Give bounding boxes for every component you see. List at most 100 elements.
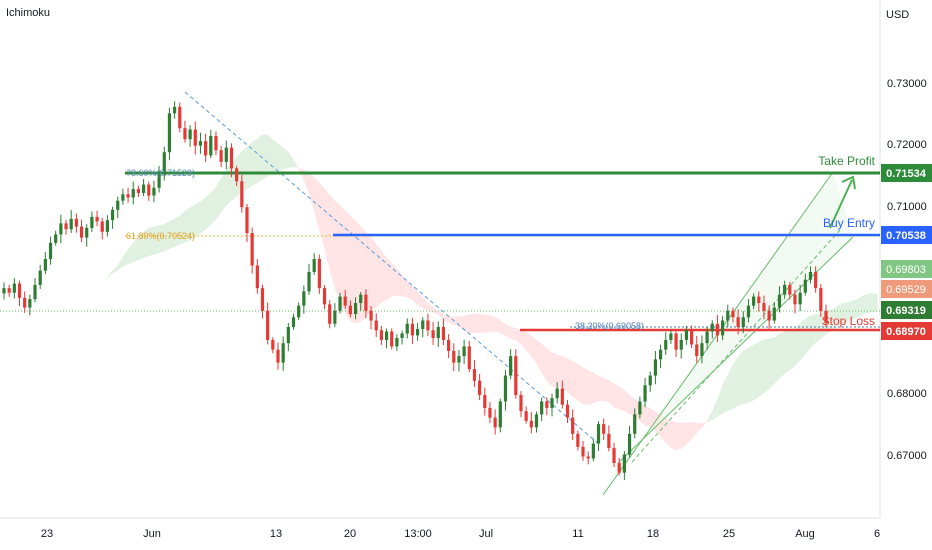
candle-body xyxy=(188,129,192,140)
x-tick-label: 20 xyxy=(344,528,356,540)
candle-body xyxy=(757,296,761,304)
candle-body xyxy=(260,288,265,311)
cloud-segment xyxy=(681,422,687,449)
cloud-segment xyxy=(153,225,160,255)
cloud-segment xyxy=(288,151,294,168)
cloud-segment xyxy=(76,293,82,295)
candle-body xyxy=(462,346,466,357)
candle-body xyxy=(405,323,409,334)
cloud-segment xyxy=(707,410,713,423)
cloud-segment xyxy=(190,204,196,241)
cloud-segment xyxy=(841,302,847,324)
candle-body xyxy=(421,320,425,329)
candle-body xyxy=(715,323,720,336)
candle-body xyxy=(266,310,270,340)
candle-body xyxy=(700,343,704,357)
cloud-segment xyxy=(195,201,201,237)
candle-body xyxy=(431,330,435,338)
cloud-segment xyxy=(572,360,578,401)
y-tick-label: 0.73000 xyxy=(887,78,927,90)
cloud-segment xyxy=(691,422,697,439)
candle-body xyxy=(245,207,249,234)
candle-body xyxy=(291,317,296,327)
cloud-segment xyxy=(598,375,604,402)
candle-body xyxy=(328,304,332,324)
cloud-segment xyxy=(55,288,61,291)
cloud-segment xyxy=(97,282,103,288)
cloud-segment xyxy=(732,356,739,409)
candle-body xyxy=(752,296,756,306)
candle-body xyxy=(105,220,109,232)
candle-body xyxy=(524,411,528,421)
candle-body xyxy=(33,284,37,300)
candle-body xyxy=(69,218,73,230)
candle-body xyxy=(617,462,621,473)
x-tick-label: 13 xyxy=(270,528,282,540)
candle-body xyxy=(333,310,337,324)
cloud-segment xyxy=(71,290,77,294)
candle-body xyxy=(514,356,518,395)
candle-body xyxy=(90,216,94,228)
cloud-segment xyxy=(670,420,677,451)
cloud-segment xyxy=(686,422,692,445)
candle-body xyxy=(550,398,554,408)
candle-body xyxy=(384,331,389,340)
candle-body xyxy=(602,424,606,434)
candle-body xyxy=(633,414,637,434)
candle-body xyxy=(204,141,208,156)
buy-entry-annotation: Buy Entry xyxy=(823,216,875,230)
cloud-segment xyxy=(541,343,547,382)
candle-body xyxy=(571,417,575,434)
candle-body xyxy=(38,270,42,285)
take-profit-annotation: Take Profit xyxy=(818,154,875,168)
candle-body xyxy=(271,339,275,350)
cloud-segment xyxy=(122,248,129,267)
cloud-segment xyxy=(221,169,227,213)
cloud-segment xyxy=(712,398,718,420)
cloud-segment xyxy=(458,315,465,332)
cloud-segment xyxy=(376,243,382,308)
cloud-segment xyxy=(851,299,858,320)
candle-body xyxy=(607,433,611,449)
cloud-segment xyxy=(495,317,501,333)
candle-body xyxy=(509,356,513,376)
candle-body xyxy=(157,174,161,188)
cloud-segment xyxy=(174,215,180,247)
cloud-segment xyxy=(267,134,273,178)
cloud-segment xyxy=(800,318,806,361)
cloud-segment xyxy=(748,344,754,403)
cloud-segment xyxy=(391,262,397,297)
cloud-segment xyxy=(469,313,475,333)
candle-body xyxy=(653,359,657,376)
cloud-segment xyxy=(402,274,408,298)
cloud-segment xyxy=(427,302,434,313)
cloud-segment xyxy=(278,143,284,172)
cloud-segment xyxy=(743,347,749,404)
candle-body xyxy=(152,187,156,196)
cloud-segment xyxy=(329,194,335,289)
cloud-segment xyxy=(143,227,149,258)
cloud-segment xyxy=(603,378,609,403)
cloud-segment xyxy=(577,364,584,405)
candle-body xyxy=(503,375,508,402)
cloud-segment xyxy=(815,312,821,343)
cloud-segment xyxy=(381,250,387,304)
candle-body xyxy=(219,150,223,162)
candle-body xyxy=(136,189,141,193)
x-tick-label: Jul xyxy=(479,528,493,540)
x-tick-label: Aug xyxy=(795,528,815,540)
candle-body xyxy=(364,294,368,311)
cloud-segment xyxy=(138,231,144,261)
cloud-segment xyxy=(624,390,630,415)
cloud-segment xyxy=(805,315,811,355)
price-tag-take-profit: 0.71534 xyxy=(881,164,932,182)
cloud-segment xyxy=(210,186,216,226)
price-tag-stop-loss: 0.68970 xyxy=(881,322,932,340)
candle-body xyxy=(695,344,699,357)
candle-body xyxy=(214,135,218,151)
cloud-segment xyxy=(763,338,770,394)
cloud-segment xyxy=(215,178,222,220)
candle-body xyxy=(472,369,477,381)
candles xyxy=(2,101,828,480)
